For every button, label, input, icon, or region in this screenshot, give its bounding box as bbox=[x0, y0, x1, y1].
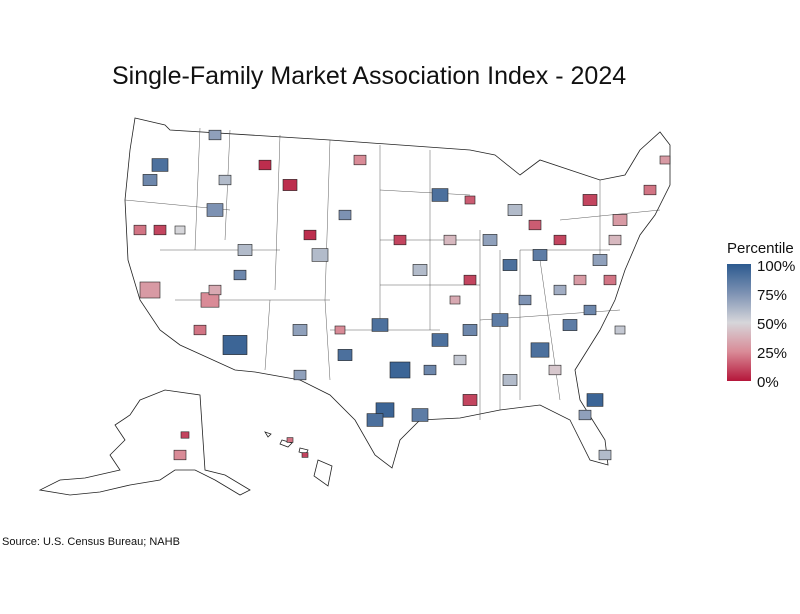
metro-area bbox=[462, 324, 478, 336]
metro-area bbox=[133, 224, 147, 236]
legend-color-bar bbox=[727, 264, 751, 381]
metro-area bbox=[431, 333, 449, 347]
legend-tick-75: 75% bbox=[757, 287, 788, 304]
metro-area bbox=[502, 374, 518, 386]
metro-area bbox=[337, 349, 353, 361]
metro-area bbox=[208, 129, 222, 141]
metro-area bbox=[431, 188, 449, 202]
alaska-outline bbox=[38, 389, 251, 496]
metro-area bbox=[507, 204, 523, 216]
metro-area bbox=[532, 249, 548, 261]
metro-area bbox=[423, 364, 437, 376]
legend-tick-25: 25% bbox=[757, 345, 788, 362]
source-note: Source: U.S. Census Bureau; NAHB bbox=[2, 536, 180, 548]
metro-area bbox=[502, 259, 518, 271]
metro-area bbox=[334, 325, 346, 335]
metro-area bbox=[174, 225, 186, 235]
metro-areas bbox=[133, 129, 671, 461]
metro-area bbox=[592, 254, 608, 266]
legend-title: Percentile bbox=[727, 240, 794, 257]
metro-area bbox=[530, 342, 550, 358]
metro-area bbox=[393, 234, 407, 246]
map-title: Single-Family Market Association Index -… bbox=[112, 62, 627, 90]
metro-area bbox=[311, 248, 329, 262]
metro-area bbox=[293, 369, 307, 381]
legend-tick-100: 100% bbox=[757, 258, 796, 275]
metro-area bbox=[603, 274, 617, 286]
metro-area bbox=[389, 361, 411, 379]
state-outlines bbox=[38, 117, 671, 496]
metro-area bbox=[353, 154, 367, 166]
metro-area bbox=[553, 284, 567, 296]
metro-area bbox=[608, 234, 622, 246]
metro-area bbox=[411, 408, 429, 422]
metro-area bbox=[338, 209, 352, 221]
metro-area bbox=[258, 159, 272, 171]
metro-area bbox=[151, 158, 169, 172]
hawaii-outline bbox=[264, 431, 333, 487]
metro-area bbox=[222, 335, 248, 355]
metro-area bbox=[366, 413, 384, 427]
metro-area bbox=[643, 184, 657, 196]
metro-area bbox=[208, 284, 222, 296]
metro-area bbox=[614, 325, 626, 335]
metro-area bbox=[548, 364, 562, 376]
metro-area bbox=[583, 304, 597, 316]
metro-area bbox=[598, 449, 612, 461]
metro-area bbox=[371, 318, 389, 332]
metro-area bbox=[482, 234, 498, 246]
metro-area bbox=[301, 452, 309, 458]
metro-area bbox=[237, 244, 253, 256]
legend-tick-0: 0% bbox=[757, 374, 779, 391]
metro-area bbox=[282, 179, 298, 191]
metro-area bbox=[463, 274, 477, 286]
metro-area bbox=[193, 324, 207, 336]
metro-area bbox=[139, 281, 161, 299]
metro-area bbox=[303, 229, 317, 241]
metro-area bbox=[528, 219, 542, 231]
metro-area bbox=[173, 449, 187, 461]
metro-area bbox=[518, 294, 532, 306]
metro-area bbox=[612, 214, 628, 226]
metro-area bbox=[453, 354, 467, 366]
metro-area bbox=[586, 393, 604, 407]
metro-area bbox=[286, 437, 294, 443]
metro-area bbox=[491, 313, 509, 327]
metro-area bbox=[443, 234, 457, 246]
state-borders bbox=[124, 127, 661, 420]
metro-area bbox=[578, 409, 592, 421]
metro-area bbox=[553, 234, 567, 246]
metro-area bbox=[573, 274, 587, 286]
metro-area bbox=[412, 264, 428, 276]
metro-area bbox=[464, 195, 476, 205]
metro-area bbox=[206, 203, 224, 217]
metro-area bbox=[142, 174, 158, 186]
metro-area bbox=[180, 431, 190, 439]
metro-area bbox=[153, 224, 167, 236]
metro-area bbox=[659, 155, 671, 165]
metro-area bbox=[449, 295, 461, 305]
legend: Percentile 100% 75% 50% 25% 0% bbox=[727, 240, 795, 391]
metro-area bbox=[562, 319, 578, 331]
metro-area bbox=[582, 194, 598, 206]
metro-area bbox=[233, 269, 247, 281]
legend-tick-50: 50% bbox=[757, 316, 788, 333]
metro-area bbox=[292, 324, 308, 336]
contiguous-us-outline bbox=[124, 117, 671, 469]
metro-area bbox=[218, 174, 232, 186]
metro-area bbox=[462, 394, 478, 406]
